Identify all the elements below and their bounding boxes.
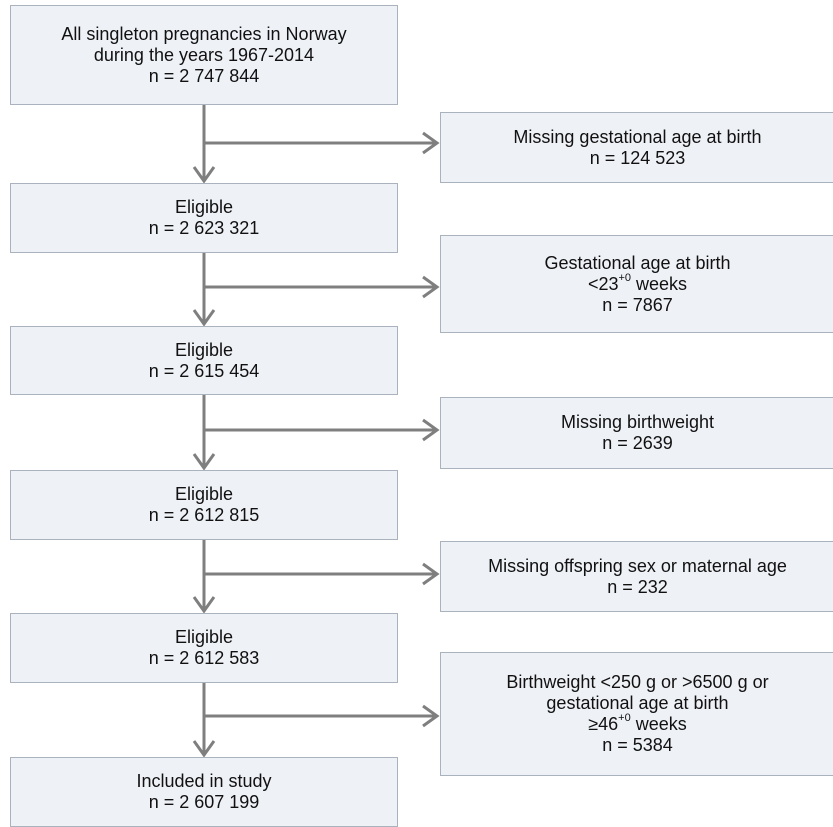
arrow-head xyxy=(422,562,440,586)
box-line: n = 2 612 815 xyxy=(148,505,260,525)
flow-box: Included in study n = 2 607 199 xyxy=(10,757,398,827)
box-line: ≥46+0 weeks xyxy=(588,712,687,735)
box-line: Missing birthweight xyxy=(560,412,715,432)
box-line: Eligible xyxy=(174,627,234,647)
box-line: <23+0 weeks xyxy=(587,271,688,295)
line-text: ≥46 xyxy=(588,714,619,734)
box-line: Eligible xyxy=(174,197,234,217)
arrow-head xyxy=(422,131,440,155)
box-line: during the years 1967-2014 xyxy=(93,44,315,65)
box-line: Eligible xyxy=(174,484,234,504)
box-line: n = 7867 xyxy=(602,294,673,315)
box-line: Missing offspring sex or maternal age xyxy=(488,555,787,576)
box-line: n = 2639 xyxy=(602,433,673,453)
exclusion-box: Missing birthweight n = 2639 xyxy=(440,397,833,469)
box-line: n = 2 612 583 xyxy=(148,648,260,668)
arrow-head xyxy=(192,309,216,327)
flow-box: Eligible n = 2 623 321 xyxy=(10,183,398,253)
arrow-head xyxy=(192,166,216,184)
arrow-head xyxy=(422,418,440,442)
line-text: weeks xyxy=(631,273,688,294)
box-line: Included in study xyxy=(136,771,272,791)
exclusion-box: Missing offspring sex or maternal age n =… xyxy=(440,541,833,612)
arrow-head xyxy=(192,740,216,758)
superscript: +0 xyxy=(618,712,631,724)
box-line: n = 2 623 321 xyxy=(148,218,260,238)
box-line: All singleton pregnancies in Norway xyxy=(61,23,347,44)
arrows xyxy=(192,105,440,758)
line-text: weeks xyxy=(630,714,687,734)
box-line: gestational age at birth xyxy=(546,693,729,713)
box-line: n = 5384 xyxy=(602,735,673,755)
box-line: n = 2 607 199 xyxy=(148,792,260,812)
box-line: n = 2 747 844 xyxy=(148,65,260,86)
flow-box: Eligible n = 2 612 583 xyxy=(10,613,398,683)
arrow-head xyxy=(192,453,216,471)
arrow-head xyxy=(422,704,440,728)
superscript: +0 xyxy=(618,271,632,284)
box-line: Missing gestational age at birth xyxy=(513,126,762,147)
flow-box: Eligible n = 2 612 815 xyxy=(10,470,398,540)
exclusion-box: Missing gestational age at birth n = 124 … xyxy=(440,112,833,183)
arrow-head xyxy=(422,275,440,299)
exclusion-box: Birthweight <250 g or >6500 g or gestatio… xyxy=(440,652,833,776)
box-line: Birthweight <250 g or >6500 g or xyxy=(506,672,769,692)
box-line: Gestational age at birth xyxy=(544,252,731,273)
line-text: <23 xyxy=(587,273,619,294)
flow-box: All singleton pregnancies in Norway durin… xyxy=(10,5,398,105)
box-line: Eligible xyxy=(174,339,234,360)
exclusion-box: Gestational age at birth <23+0 weeks n = 7… xyxy=(440,235,833,333)
box-line: n = 232 xyxy=(607,576,668,597)
arrow-head xyxy=(192,596,216,614)
flow-box: Eligible n = 2 615 454 xyxy=(10,326,398,395)
box-line: n = 124 523 xyxy=(589,147,686,168)
box-line: n = 2 615 454 xyxy=(148,360,260,381)
